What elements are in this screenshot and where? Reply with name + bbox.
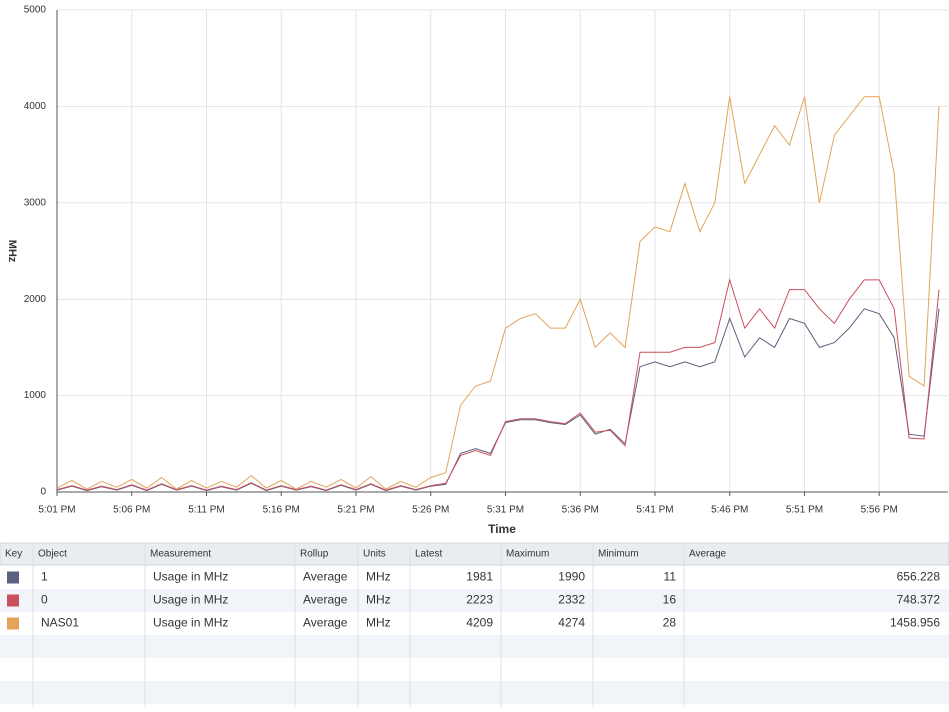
- y-tick-label: 0: [40, 487, 46, 498]
- cell: 748.372: [897, 593, 941, 607]
- column-header: Rollup: [300, 549, 329, 560]
- table-row-bg: [0, 589, 949, 612]
- cell: 656.228: [897, 570, 941, 584]
- cell: MHz: [366, 593, 391, 607]
- y-tick-label: 2000: [24, 294, 47, 305]
- y-tick-label: 4000: [24, 101, 47, 112]
- cell: 1458.956: [890, 616, 940, 630]
- x-tick-label: 5:11 PM: [188, 505, 225, 516]
- series-line: [56, 278, 940, 491]
- cell: 11: [664, 570, 677, 584]
- table-row-bg: [0, 658, 949, 681]
- x-tick-label: 5:46 PM: [711, 505, 748, 516]
- cell: Average: [303, 570, 348, 584]
- cell: NAS01: [41, 616, 79, 630]
- cell: 2223: [466, 593, 493, 607]
- cell: Average: [303, 616, 348, 630]
- cell: Usage in MHz: [153, 593, 228, 607]
- x-tick-label: 5:16 PM: [263, 505, 300, 516]
- y-tick-label: 5000: [24, 5, 47, 16]
- cell: MHz: [366, 616, 391, 630]
- x-axis-label: Time: [488, 522, 516, 536]
- cell: 16: [663, 593, 677, 607]
- x-tick-label: 5:01 PM: [38, 505, 75, 516]
- key-swatch: [7, 617, 19, 630]
- cell: 1981: [466, 570, 493, 584]
- column-header: Minimum: [598, 549, 639, 560]
- x-tick-label: 5:56 PM: [861, 505, 898, 516]
- table-header-bg: [0, 542, 949, 566]
- cell: 0: [41, 593, 48, 607]
- column-header: Key: [5, 549, 22, 560]
- key-swatch: [7, 594, 19, 607]
- column-header: Object: [38, 549, 67, 560]
- x-tick-label: 5:41 PM: [636, 505, 673, 516]
- y-tick-label: 3000: [24, 197, 47, 208]
- column-header: Measurement: [150, 549, 211, 560]
- y-axis-label: MHz: [6, 240, 18, 263]
- x-tick-label: 5:36 PM: [562, 505, 599, 516]
- cell: 1: [41, 570, 48, 584]
- cell: Usage in MHz: [153, 570, 228, 584]
- column-header: Units: [363, 549, 386, 560]
- x-tick-label: 5:51 PM: [786, 505, 823, 516]
- cell: 4274: [558, 616, 585, 630]
- cell: 28: [663, 616, 677, 630]
- cell: 2332: [558, 593, 585, 607]
- cell: 1990: [558, 570, 585, 584]
- cell: MHz: [366, 570, 391, 584]
- table-row-bg: [0, 635, 949, 658]
- column-header: Average: [689, 549, 727, 560]
- table-row-bg: [0, 681, 949, 704]
- cell: 4209: [466, 616, 493, 630]
- y-tick-label: 1000: [24, 390, 47, 401]
- x-tick-label: 5:21 PM: [337, 505, 374, 516]
- table-row-bg: [0, 566, 949, 589]
- table-row-bg: [0, 612, 949, 635]
- column-header: Maximum: [506, 549, 549, 560]
- key-swatch: [7, 571, 19, 584]
- series-line: [56, 96, 940, 490]
- x-tick-label: 5:26 PM: [412, 505, 449, 516]
- x-tick-label: 5:06 PM: [113, 505, 150, 516]
- cell: Average: [303, 593, 348, 607]
- x-tick-label: 5:31 PM: [487, 505, 524, 516]
- cell: Usage in MHz: [153, 616, 228, 630]
- column-header: Latest: [415, 549, 442, 560]
